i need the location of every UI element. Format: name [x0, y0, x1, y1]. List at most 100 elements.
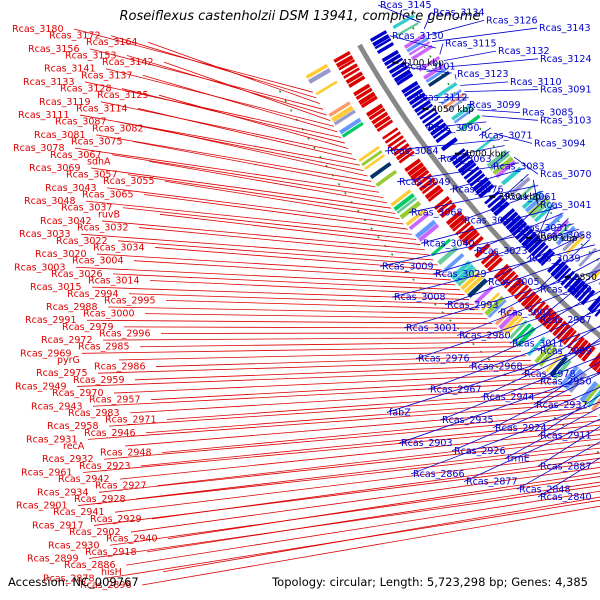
gene-label-right: Rcas_3145 — [380, 0, 432, 11]
feature-block — [408, 212, 430, 231]
feature-block — [418, 56, 441, 72]
gene-label-left: Rcas_3164 — [86, 37, 138, 48]
leader-line-left — [159, 213, 421, 246]
gene-arrow-right — [384, 53, 402, 67]
gene-arrow-left — [548, 317, 564, 333]
leader-line-right — [537, 394, 600, 436]
gene-label-right: trmE — [507, 454, 530, 465]
gene-label-right: Rcas_3063 — [440, 154, 492, 165]
gene-label-left: Rcas_2994 — [67, 289, 119, 300]
gene-label-right: Rcas_3049 — [399, 177, 451, 188]
feature-block — [543, 213, 564, 233]
leader-line-left — [123, 326, 498, 329]
gene-arrow-left — [480, 250, 497, 265]
leader-line-right — [423, 12, 432, 30]
gene-label-right: Rcas_2976 — [418, 354, 470, 365]
gene-label-right: Rcas_2980 — [459, 331, 511, 342]
gene-arrow-left — [458, 225, 475, 241]
gene-label-left: Rcas_2995 — [104, 295, 156, 306]
feature-block — [364, 154, 386, 170]
leader-line-left — [166, 390, 567, 420]
leader-line-right — [495, 133, 533, 144]
leader-line-left — [125, 490, 600, 566]
gene-arrow-right — [573, 283, 589, 299]
leader-line-left — [84, 81, 342, 138]
gene-arrow-left — [412, 169, 430, 184]
leader-line-left — [128, 293, 474, 305]
leader-line-left — [119, 429, 600, 480]
gene-label-left: sdhA — [87, 156, 111, 167]
gene-label-left: Rcas_2942 — [58, 474, 110, 485]
gene-label-left: Rcas_3003 — [14, 262, 66, 273]
gene-label-left: Rcas_2899 — [27, 554, 79, 565]
leader-line-right — [504, 406, 600, 459]
gene-arrow-right — [527, 238, 544, 254]
leader-line-left — [98, 438, 600, 493]
leader-line-right — [439, 43, 444, 55]
gene-arrow-right — [440, 137, 458, 152]
leader-line-left — [92, 382, 556, 407]
gene-label-left: Rcas_2948 — [100, 448, 152, 459]
scale-label: 3950 kbp — [498, 193, 541, 203]
gene-arrow-left — [500, 270, 517, 286]
gene-label-left: Rcas_3022 — [56, 236, 108, 247]
gene-label-right: Rcas_3070 — [540, 169, 592, 180]
leader-line-left — [126, 55, 327, 116]
feature-block — [534, 342, 554, 364]
gene-label-left: Rcas_3142 — [102, 57, 154, 68]
gene-label-left: Rcas_3043 — [45, 183, 97, 194]
gene-arrow-left — [559, 326, 575, 344]
gene-arrow-left — [464, 232, 480, 247]
gene-arrow-right — [478, 183, 495, 199]
gene-arrow-left — [531, 301, 546, 317]
gene-label-right: Rcas_3124 — [540, 54, 592, 65]
gene-label-right: Rcas_3083 — [493, 161, 545, 172]
feature-block — [369, 161, 392, 180]
feature-block — [467, 278, 488, 299]
leader-line-left — [76, 368, 541, 387]
leader-line-left — [154, 247, 443, 271]
gene-arrow-left — [487, 257, 503, 273]
gene-label-left: Rcas_3067 — [50, 150, 102, 161]
leader-line-right — [537, 201, 554, 236]
gene-arrow-right — [401, 80, 419, 94]
feature-block — [457, 267, 478, 287]
gene-arrow-right — [427, 118, 444, 132]
gene-arrow-right — [511, 221, 528, 237]
gene-label-right: Rcas_3023 — [476, 246, 528, 257]
leader-line-left — [135, 443, 600, 500]
feature-block — [328, 101, 351, 118]
gene-arrow-left — [534, 304, 550, 320]
gene-label-left: Rcas_3087 — [55, 117, 107, 128]
leader-line-left — [140, 420, 600, 467]
leader-line-right — [389, 35, 436, 49]
gene-arrow-left — [382, 127, 399, 140]
gene-label-right: Rcas_2935 — [442, 415, 494, 426]
leader-line-left — [144, 313, 488, 320]
feature-block — [435, 81, 458, 99]
leader-line-right — [481, 115, 539, 121]
leader-line-right — [432, 228, 580, 275]
gene-label-left: Rcas_3137 — [81, 70, 133, 81]
leader-line-right — [420, 207, 559, 244]
gene-label-right: Rcas_2926 — [454, 446, 506, 457]
feature-block — [405, 208, 427, 227]
gene-label-right: Rcas_3041 — [540, 200, 592, 211]
leader-line-right — [408, 185, 539, 213]
gene-label-left: Rcas_2985 — [78, 342, 130, 353]
leader-line-left — [96, 253, 447, 276]
feature-block — [423, 63, 446, 80]
gene-label-left: Rcas_3065 — [82, 189, 134, 200]
gene-label-right: Rcas_3101 — [404, 62, 456, 73]
gene-arrow-left — [445, 210, 463, 226]
gene-label-left: Rcas_3172 — [49, 31, 101, 42]
gene-arrow-right — [374, 38, 392, 50]
leader-line-right — [460, 81, 509, 86]
leader-line-right — [473, 212, 564, 252]
scale-tick — [564, 276, 571, 279]
leader-line-right — [443, 50, 497, 62]
leader-line-right — [379, 223, 574, 267]
leader-line-left — [113, 373, 546, 394]
leader-line-left — [114, 452, 600, 513]
gene-label-left: Rcas_3075 — [71, 137, 123, 148]
